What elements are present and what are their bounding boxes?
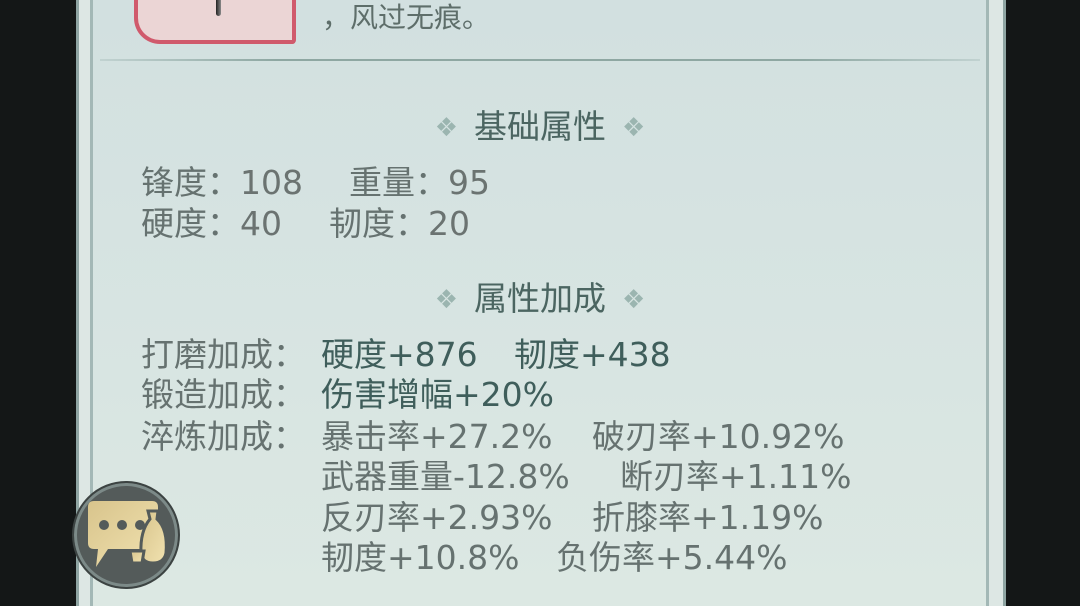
stat-weight: 重量：95 bbox=[349, 156, 490, 204]
bonus-value: 韧度+10.8% bbox=[321, 538, 520, 577]
heading-text: 属性加成 bbox=[474, 279, 606, 318]
chat-button[interactable] bbox=[72, 481, 180, 589]
heading-text: 基础属性 bbox=[474, 107, 606, 146]
stat-hardness: 硬度：40 bbox=[141, 197, 282, 245]
diamond-ornament-icon: ❖ bbox=[434, 113, 458, 143]
bonus-value: 武器重量-12.8% bbox=[321, 457, 570, 496]
item-detail-inner bbox=[90, 0, 989, 606]
stat-toughness: 韧度：20 bbox=[329, 197, 470, 245]
value: 20 bbox=[428, 204, 470, 243]
bonus-value: 折膝率+1.19% bbox=[592, 498, 824, 537]
diamond-ornament-icon: ❖ bbox=[622, 285, 646, 315]
blade-icon bbox=[216, 0, 221, 16]
bonus-value: 硬度+876 bbox=[321, 335, 478, 374]
bonus-value: 破刃率+10.92% bbox=[592, 417, 845, 456]
diamond-ornament-icon: ❖ bbox=[622, 113, 646, 143]
bonus-value: 反刃率+2.93% bbox=[321, 498, 553, 537]
bonus-value: 暴击率+27.2% bbox=[321, 417, 553, 456]
label: 韧度： bbox=[329, 204, 428, 243]
label: 重量： bbox=[349, 163, 448, 202]
bonus-value: 韧度+438 bbox=[514, 335, 671, 374]
chat-bubble-wine-icon bbox=[88, 501, 168, 567]
attribute-bonus-heading: ❖ 属性加成 ❖ bbox=[0, 272, 1080, 320]
divider bbox=[100, 59, 980, 61]
polish-label: 打磨加成： bbox=[141, 335, 306, 374]
forge-label: 锻造加成： bbox=[141, 375, 306, 414]
basic-attributes-heading: ❖ 基础属性 ❖ bbox=[0, 100, 1080, 148]
bonus-value: 断刃率+1.11% bbox=[620, 457, 852, 496]
temper-label: 淬炼加成： bbox=[141, 417, 306, 456]
stat-sharpness: 锋度：108 bbox=[141, 156, 303, 204]
value: 95 bbox=[448, 163, 490, 202]
value: 40 bbox=[240, 204, 282, 243]
item-thumbnail bbox=[134, 0, 296, 44]
bonus-value: 负伤率+5.44% bbox=[556, 538, 788, 577]
item-description: ，风过无痕。 bbox=[322, 1, 491, 34]
label: 硬度： bbox=[141, 204, 240, 243]
diamond-ornament-icon: ❖ bbox=[434, 285, 458, 315]
value: 108 bbox=[240, 163, 303, 202]
label: 锋度： bbox=[141, 163, 240, 202]
bonus-value: 伤害增幅+20% bbox=[321, 375, 554, 414]
